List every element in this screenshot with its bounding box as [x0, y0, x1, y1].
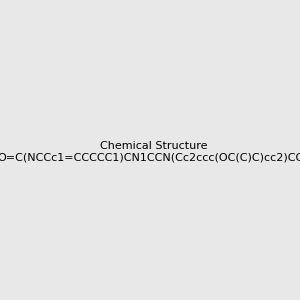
Text: Chemical Structure
O=C(NCCc1=CCCCC1)CN1CCN(Cc2ccc(OC(C)C)cc2)CC1: Chemical Structure O=C(NCCc1=CCCCC1)CN1C…	[0, 141, 300, 162]
